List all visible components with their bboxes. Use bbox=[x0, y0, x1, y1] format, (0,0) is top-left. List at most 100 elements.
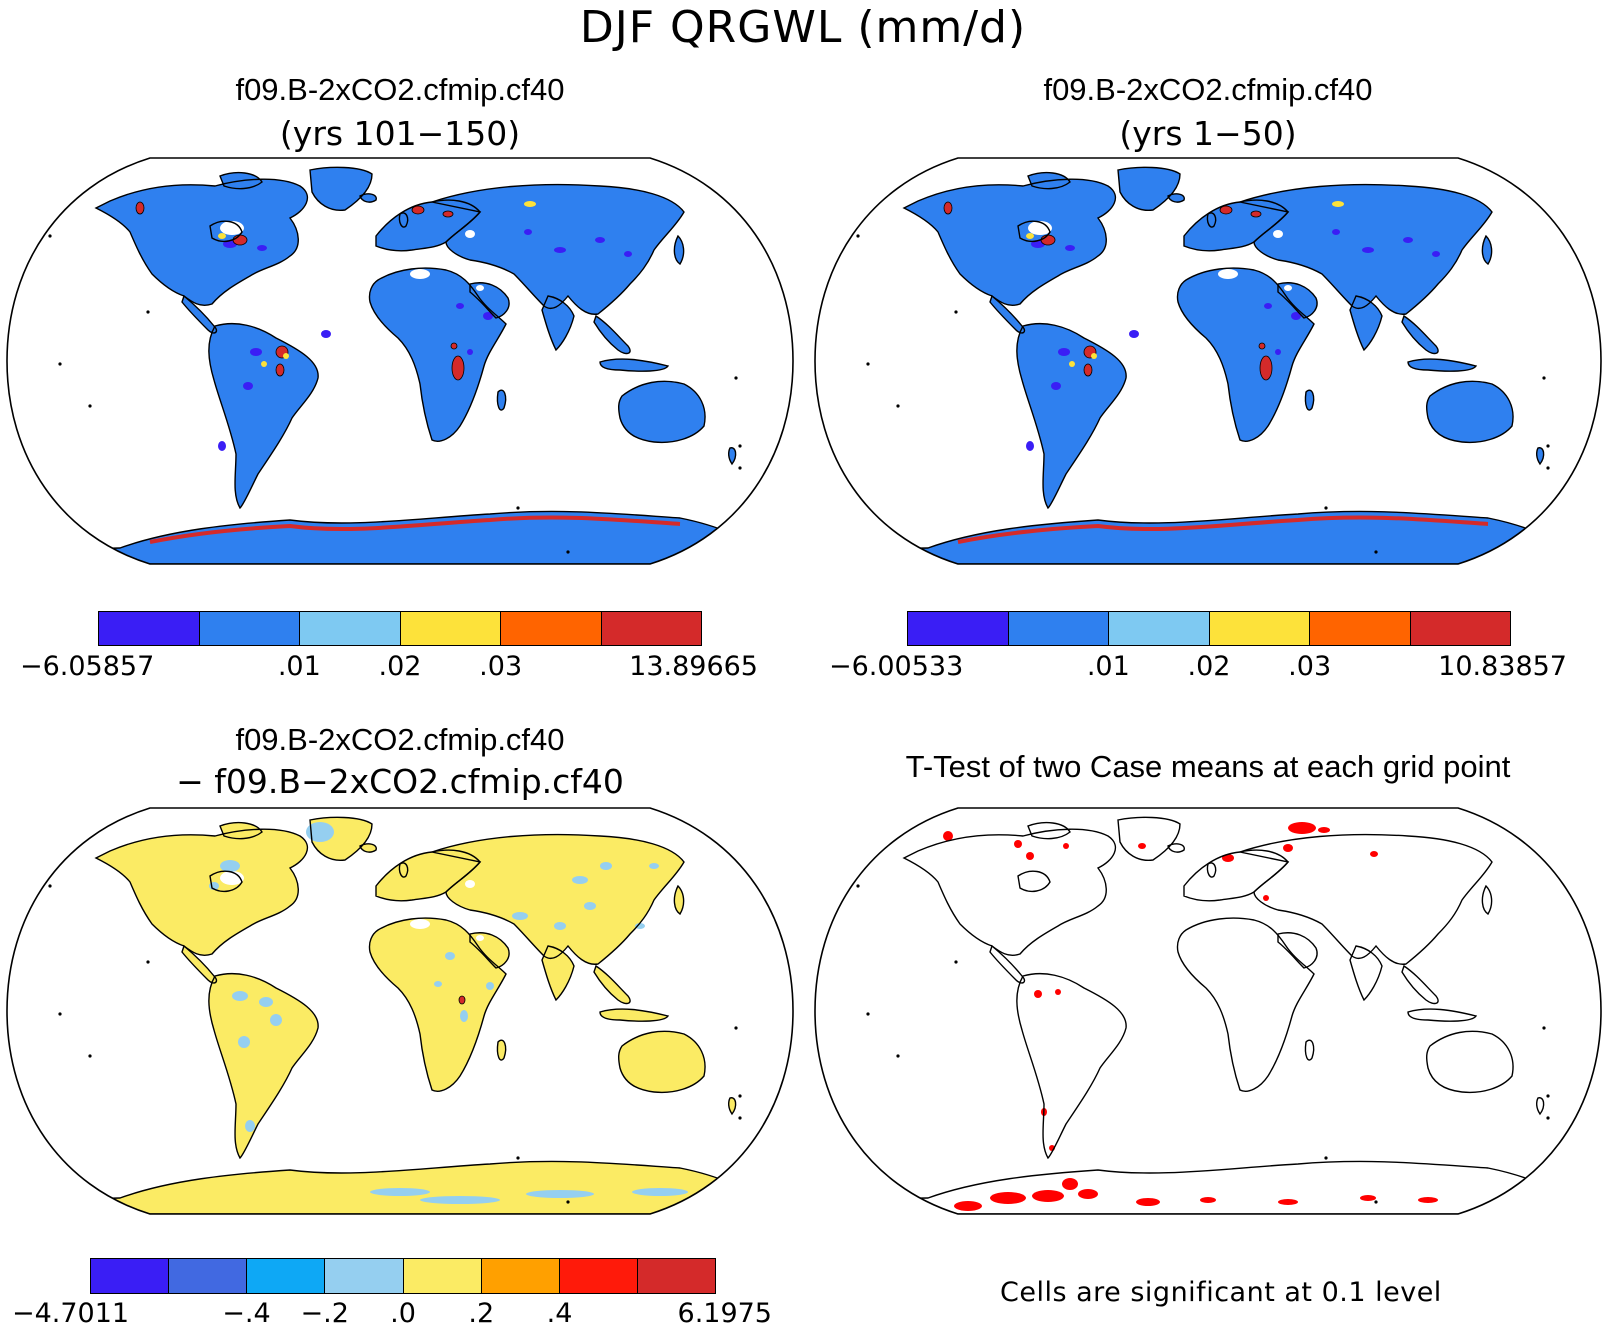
landmass-arabia bbox=[470, 932, 510, 968]
anomaly-negative bbox=[572, 876, 588, 884]
coastline bbox=[599, 1008, 670, 1022]
colorbar-tick-label: .03 bbox=[1288, 651, 1332, 682]
coastline bbox=[1349, 295, 1383, 352]
panel1-colorbar bbox=[98, 611, 702, 646]
island bbox=[58, 362, 62, 366]
lake bbox=[220, 871, 244, 885]
colorbar-swatch bbox=[559, 1259, 638, 1293]
coastline bbox=[1407, 1008, 1478, 1022]
anomaly-positive bbox=[1250, 210, 1262, 218]
island bbox=[566, 1200, 570, 1204]
panel1-title: f09.B-2xCO2.cfmip.cf40 bbox=[235, 72, 565, 107]
coastline bbox=[1016, 323, 1127, 510]
coastline bbox=[1117, 166, 1181, 211]
map-frame bbox=[6, 157, 794, 565]
significant-cell bbox=[1026, 852, 1034, 860]
island bbox=[58, 1012, 62, 1016]
anomaly-negative bbox=[245, 1120, 255, 1132]
anomaly-positive bbox=[1258, 342, 1266, 350]
anomaly-negative bbox=[1058, 348, 1070, 356]
coastline bbox=[429, 183, 685, 315]
landmass-arabia bbox=[1278, 932, 1318, 968]
colorbar-tick-label: .0 bbox=[390, 1298, 416, 1329]
landmass-japan bbox=[674, 236, 684, 264]
significant-cell bbox=[1263, 895, 1269, 901]
significant-cell bbox=[1360, 1195, 1376, 1201]
panel3-colorbar bbox=[90, 1258, 716, 1294]
colorbar-swatch bbox=[637, 1259, 715, 1293]
landmass-antarctica bbox=[70, 1161, 760, 1214]
anomaly-negative bbox=[306, 822, 334, 842]
anomaly-negative bbox=[584, 902, 596, 910]
colorbar-swatch bbox=[91, 1259, 170, 1293]
lake bbox=[1028, 221, 1052, 235]
lake bbox=[410, 919, 430, 929]
coastline bbox=[1277, 282, 1318, 319]
island bbox=[566, 550, 570, 554]
island bbox=[738, 444, 742, 448]
island bbox=[734, 1026, 738, 1030]
island bbox=[738, 466, 742, 470]
island bbox=[1546, 444, 1550, 448]
landmass-uk bbox=[1207, 862, 1216, 878]
landmass-africa bbox=[1177, 918, 1314, 1092]
island bbox=[1546, 1094, 1550, 1098]
figure-title: DJF QRGWL (mm/d) bbox=[579, 2, 1027, 53]
landmass-japan bbox=[1482, 886, 1492, 914]
coastline bbox=[1206, 212, 1217, 228]
landmass-indonesia bbox=[1408, 359, 1476, 372]
colorbar-swatch bbox=[1410, 612, 1510, 645]
anomaly-negative bbox=[456, 303, 464, 309]
landmass-arabia bbox=[1278, 282, 1318, 318]
anomaly-negative bbox=[526, 1190, 594, 1198]
island bbox=[866, 362, 870, 366]
anomaly-negative bbox=[321, 330, 331, 338]
anomaly-negative bbox=[467, 349, 473, 355]
coastline bbox=[496, 1039, 507, 1061]
coastline bbox=[496, 389, 507, 411]
coastline bbox=[1237, 833, 1493, 965]
coastline bbox=[673, 884, 685, 915]
anomaly-negative bbox=[624, 251, 632, 257]
landmass-northAmerica bbox=[96, 829, 308, 956]
significant-cell bbox=[1288, 822, 1316, 834]
colorbar-swatch bbox=[481, 1259, 560, 1293]
anomaly-negative bbox=[250, 348, 262, 356]
significant-cell bbox=[1498, 1198, 1518, 1206]
island bbox=[1374, 1200, 1378, 1204]
colorbar-swatch bbox=[169, 1259, 248, 1293]
landmass-greenland bbox=[1118, 817, 1180, 861]
coastline bbox=[727, 447, 737, 466]
island bbox=[896, 404, 900, 408]
island bbox=[88, 1054, 92, 1058]
anomaly-mid bbox=[218, 233, 226, 239]
lake bbox=[220, 221, 244, 235]
anomaly-negative bbox=[1051, 382, 1061, 390]
anomaly-positive bbox=[275, 363, 285, 377]
significant-cell bbox=[1222, 854, 1234, 862]
island bbox=[1546, 1116, 1550, 1120]
landmass-antarctica bbox=[70, 511, 760, 564]
colorbar-tick-label: −.2 bbox=[300, 1298, 349, 1329]
anomaly-negative bbox=[1264, 303, 1272, 309]
anomaly-negative bbox=[420, 1196, 500, 1204]
colorbar-swatch bbox=[1209, 612, 1310, 645]
anomaly-positive bbox=[450, 342, 458, 350]
anomaly-negative bbox=[460, 1010, 468, 1022]
anomaly-positive bbox=[232, 234, 248, 246]
anomaly-negative bbox=[259, 997, 273, 1007]
landmass-india bbox=[1350, 946, 1382, 1000]
island bbox=[856, 884, 860, 888]
anomaly-negative bbox=[257, 245, 267, 251]
panel2-map bbox=[814, 157, 1602, 565]
significant-cell bbox=[943, 831, 953, 841]
coastline bbox=[1167, 193, 1185, 203]
landmass-australia bbox=[618, 381, 706, 443]
landmass-asia bbox=[1240, 834, 1492, 965]
landmass-india bbox=[542, 946, 574, 1000]
island bbox=[88, 404, 92, 408]
significant-cell bbox=[1138, 843, 1146, 849]
anomaly-positive bbox=[1040, 234, 1056, 246]
coastline bbox=[902, 178, 1117, 306]
colorbar-tick-label: −4.7011 bbox=[12, 1298, 130, 1329]
